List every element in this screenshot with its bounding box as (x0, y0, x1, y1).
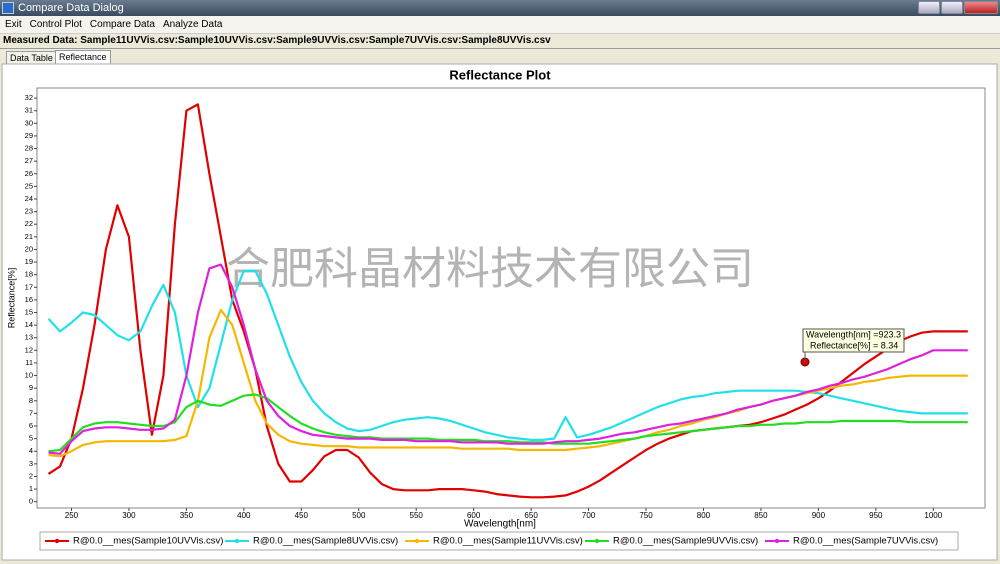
legend-box (39, 531, 959, 551)
x-tick-label: 900 (812, 511, 826, 520)
x-tick-label: 700 (582, 511, 596, 520)
legend-marker (414, 538, 420, 544)
x-tick-label: 600 (467, 511, 481, 520)
y-tick-label: 31 (25, 106, 33, 115)
y-tick-label: 10 (25, 371, 33, 380)
y-tick-label: 26 (25, 169, 33, 178)
y-tick-label: 11 (25, 358, 33, 367)
y-tick-label: 6 (29, 421, 33, 430)
x-tick-label: 450 (295, 511, 309, 520)
y-tick-label: 27 (25, 156, 33, 165)
plot-area (36, 87, 986, 509)
y-tick-label: 0 (29, 497, 33, 506)
menu-item[interactable]: Analyze Data (162, 19, 223, 30)
tab[interactable]: Data Table (6, 51, 57, 65)
y-tick-label: 16 (25, 295, 33, 304)
separator (0, 48, 1000, 49)
tooltip-text: Reflectance[%] = 8.34 (810, 340, 898, 350)
tooltip-marker (800, 357, 810, 367)
y-tick-label: 22 (25, 219, 33, 228)
watermark: 合肥科晶材料技术有限公司 (226, 245, 754, 294)
x-tick-label: 300 (122, 511, 136, 520)
y-tick-label: 21 (25, 232, 33, 241)
x-tick-label: 750 (639, 511, 653, 520)
tooltip: Wavelength[nm] =923.3 Reflectance[%] = 8… (800, 328, 905, 367)
tooltip-box (802, 328, 905, 353)
x-tick-label: 850 (754, 511, 768, 520)
y-tick-label: 13 (25, 333, 33, 342)
y-tick-label: 30 (25, 118, 33, 127)
minimize-button[interactable] (918, 1, 940, 14)
y-tick-label: 28 (25, 144, 33, 153)
y-tick-label: 18 (25, 270, 33, 279)
chart-title: Reflectance Plot (449, 67, 551, 82)
y-tick-label: 8 (29, 396, 33, 405)
legend-label: R@0.0__mes(Sample8UVVis.csv) (253, 536, 398, 547)
series-line (47, 103, 968, 499)
y-tick-label: 9 (29, 383, 33, 392)
legend-label: R@0.0__mes(Sample10UVVis.csv) (73, 536, 223, 547)
y-tick-label: 25 (25, 181, 33, 190)
y-axis-label: Reflectance[%] (6, 268, 16, 329)
x-tick-label: 350 (180, 511, 194, 520)
y-tick-label: 3 (29, 459, 33, 468)
x-tick-label: 800 (697, 511, 711, 520)
x-tick-label: 950 (869, 511, 883, 520)
series-line (48, 263, 968, 455)
tab[interactable]: Reflectance (55, 50, 111, 65)
x-tick-label: 250 (65, 511, 79, 520)
y-tick-label: 17 (25, 282, 33, 291)
legend-label: R@0.0__mes(Sample7UVVis.csv) (793, 536, 938, 547)
series-layer (47, 103, 968, 499)
x-tick-label: 550 (410, 511, 424, 520)
legend-marker (594, 538, 600, 544)
y-tick-label: 24 (25, 194, 33, 203)
x-tick-label: 400 (237, 511, 251, 520)
legend-label: R@0.0__mes(Sample9UVVis.csv) (613, 536, 758, 547)
tooltip-text: Wavelength[nm] =923.3 (806, 329, 901, 339)
y-tick-label: 7 (29, 408, 33, 417)
y-tick-label: 32 (25, 93, 33, 102)
close-button[interactable] (964, 1, 998, 14)
title-bar: Compare Data Dialog (0, 0, 1000, 16)
app-icon (2, 2, 14, 14)
y-tick-label: 4 (29, 446, 33, 455)
menu-item[interactable]: Control Plot (29, 19, 82, 30)
legend-marker (774, 538, 780, 544)
x-tick-label: 650 (524, 511, 538, 520)
x-tick-label: 500 (352, 511, 366, 520)
legend-label: R@0.0__mes(Sample11UVVis.csv) (433, 536, 583, 547)
y-tick-label: 12 (25, 345, 33, 354)
y-tick-label: 29 (25, 131, 33, 140)
y-tick-label: 19 (25, 257, 33, 266)
y-tick-label: 14 (25, 320, 33, 329)
legend-marker (234, 538, 240, 544)
y-tick-label: 2 (29, 471, 33, 480)
x-axis-label: Wavelength[nm] (464, 519, 536, 530)
y-tick-label: 1 (29, 484, 33, 493)
chart-panel (1, 63, 998, 561)
menu-item[interactable]: Compare Data (89, 19, 155, 30)
series-line (47, 269, 968, 441)
y-tick-label: 20 (25, 244, 33, 253)
measured-data-label: Measured Data: Sample11UVVis.csv:Sample1… (3, 35, 551, 46)
window-title: Compare Data Dialog (18, 2, 124, 14)
series-line (48, 308, 968, 458)
x-tick-label: 1000 (924, 511, 942, 520)
legend: R@0.0__mes(Sample10UVVis.csv) R@0.0__mes(… (39, 531, 959, 551)
series-line (48, 393, 968, 453)
y-tick-label: 23 (25, 207, 33, 216)
menu-item[interactable]: Exit (5, 19, 22, 30)
legend-marker (54, 538, 60, 544)
maximize-button[interactable] (941, 1, 963, 14)
y-tick-label: 5 (29, 434, 33, 443)
menu-bar: Exit Control Plot Compare Data Analyze Data (0, 16, 1000, 34)
y-tick-label: 15 (25, 307, 33, 316)
